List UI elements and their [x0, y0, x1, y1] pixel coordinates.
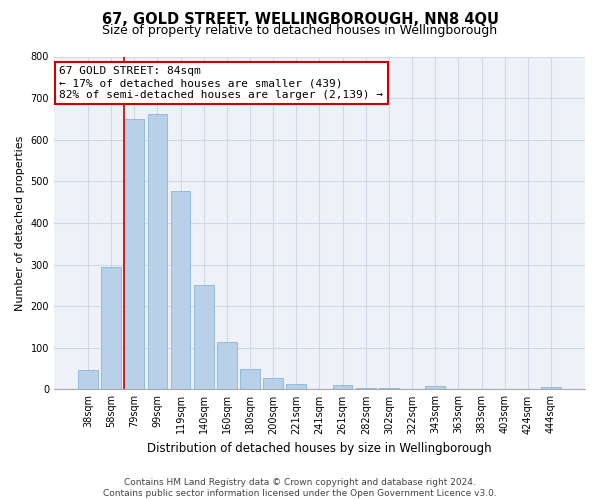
Text: Size of property relative to detached houses in Wellingborough: Size of property relative to detached ho…	[103, 24, 497, 37]
Text: 67 GOLD STREET: 84sqm
← 17% of detached houses are smaller (439)
82% of semi-det: 67 GOLD STREET: 84sqm ← 17% of detached …	[59, 66, 383, 100]
Bar	[286, 384, 306, 390]
Bar	[78, 370, 98, 390]
Bar	[356, 388, 376, 390]
Y-axis label: Number of detached properties: Number of detached properties	[15, 136, 25, 310]
Text: 67, GOLD STREET, WELLINGBOROUGH, NN8 4QU: 67, GOLD STREET, WELLINGBOROUGH, NN8 4QU	[101, 12, 499, 28]
Bar	[194, 285, 214, 390]
X-axis label: Distribution of detached houses by size in Wellingborough: Distribution of detached houses by size …	[147, 442, 492, 455]
Bar	[541, 386, 561, 390]
Bar	[379, 388, 399, 390]
Bar	[240, 369, 260, 390]
Bar	[148, 114, 167, 390]
Bar	[425, 386, 445, 390]
Text: Contains HM Land Registry data © Crown copyright and database right 2024.
Contai: Contains HM Land Registry data © Crown c…	[103, 478, 497, 498]
Bar	[101, 268, 121, 390]
Bar	[217, 342, 236, 390]
Bar	[170, 191, 190, 390]
Bar	[333, 385, 352, 390]
Bar	[124, 118, 144, 390]
Bar	[263, 378, 283, 390]
